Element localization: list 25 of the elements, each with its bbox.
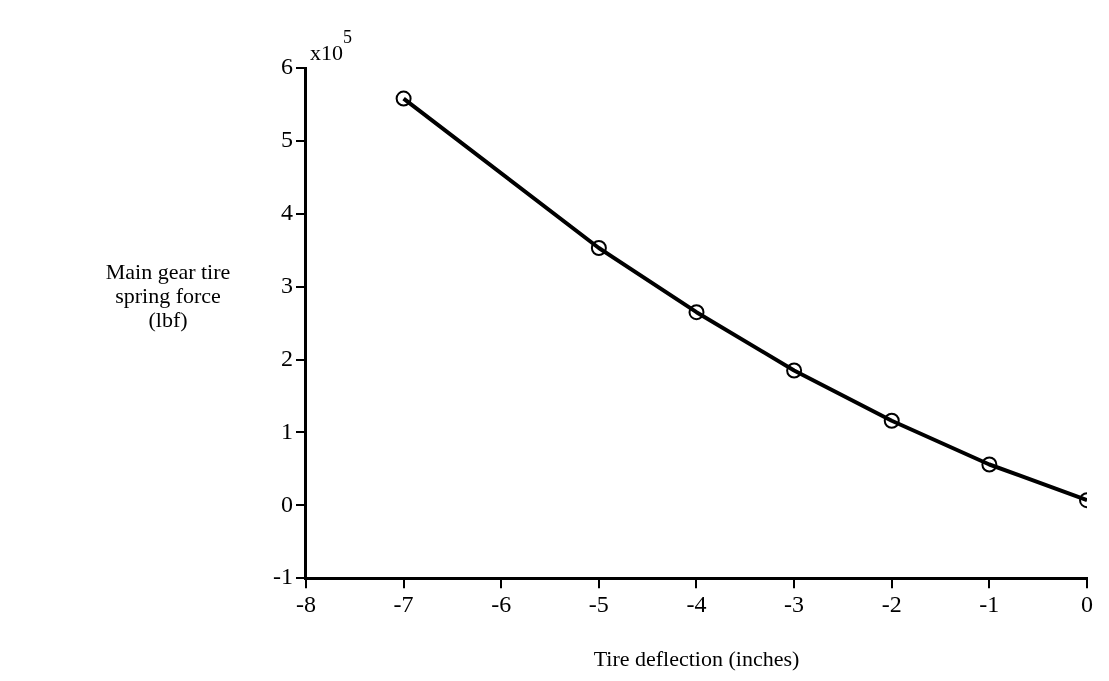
x-tick-label: -5 xyxy=(588,590,609,617)
x-tick-label: -7 xyxy=(393,590,414,617)
y-tick-label: 0 xyxy=(280,490,293,517)
point xyxy=(786,362,803,379)
y-tick-label: 1 xyxy=(280,417,293,444)
y-axis-title: Main gear tire spring force (lbf) xyxy=(105,259,231,333)
y-tick-label: 5 xyxy=(280,126,293,153)
point xyxy=(590,240,607,257)
y-tick-label: 4 xyxy=(280,199,293,226)
y-tick-label: -1 xyxy=(272,563,293,590)
x-tick-label: -1 xyxy=(979,590,1000,617)
y-tick-label: 3 xyxy=(280,271,293,298)
point xyxy=(688,304,705,321)
x-tick-label: -2 xyxy=(881,590,902,617)
point xyxy=(981,456,998,473)
y-tick-label: 6 xyxy=(280,53,293,80)
point xyxy=(883,412,900,429)
point xyxy=(395,90,412,107)
y-tick-label: 2 xyxy=(280,344,293,371)
x-tick-label: -8 xyxy=(295,590,316,617)
x-axis-title: Tire deflection (inches) xyxy=(593,645,800,671)
x-tick-label: -4 xyxy=(686,590,707,617)
x-tick-label: -6 xyxy=(491,590,512,617)
x-tick-label: 0 xyxy=(1081,590,1093,617)
x-tick-label: -3 xyxy=(784,590,805,617)
